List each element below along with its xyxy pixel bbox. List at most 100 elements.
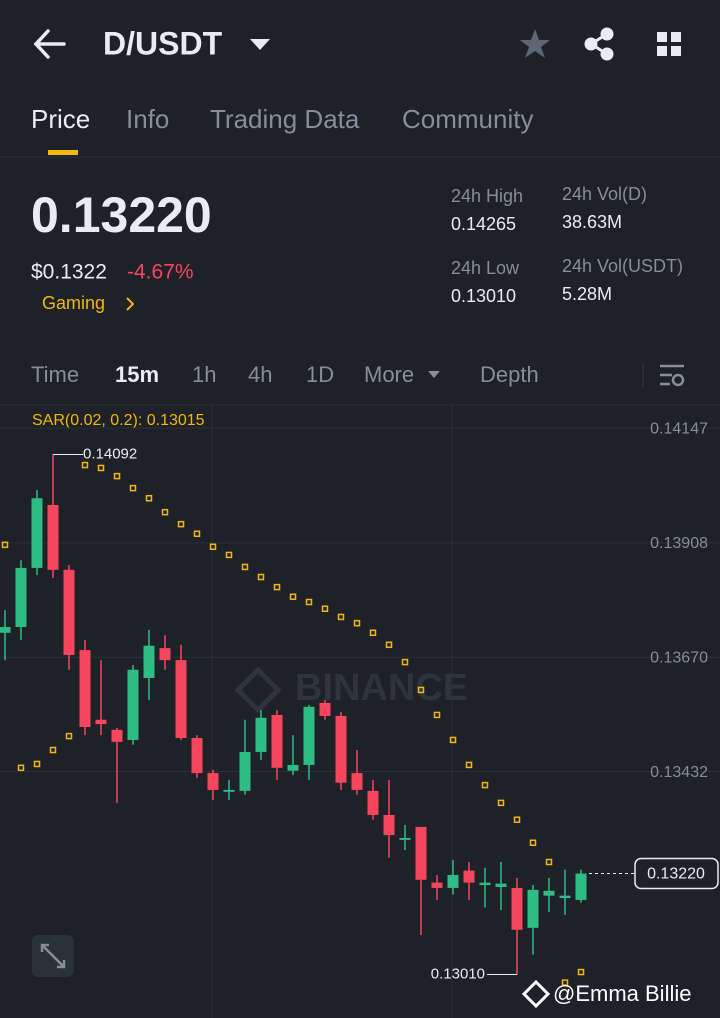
sar-dot <box>129 484 137 492</box>
stat-label: 24h High <box>451 186 523 206</box>
candle-body <box>207 773 219 790</box>
candle-body <box>223 789 235 792</box>
candle-body <box>431 882 443 888</box>
y-tick-label: 0.14147 <box>650 420 708 437</box>
annotation-label: 0.14092 <box>83 445 137 462</box>
sar-dot <box>305 598 313 606</box>
candle-body <box>95 719 107 725</box>
last-price: 0.13220 <box>31 187 212 243</box>
y-tick-label: 0.13670 <box>650 650 708 667</box>
candle-body <box>63 569 75 655</box>
tab[interactable]: Trading Data <box>210 104 360 134</box>
category-tag[interactable]: Gaming <box>42 293 105 313</box>
candle-body <box>335 715 347 783</box>
candlestick-chart: BINANCE SAR(0.02, 0.2): 0.13015 0.14147 0… <box>0 405 720 1018</box>
stat-label: 24h Vol(D) <box>562 184 647 204</box>
sar-dot <box>529 839 537 847</box>
sar-dot <box>225 551 233 559</box>
favorite-icon[interactable] <box>520 29 550 58</box>
sar-dot <box>17 764 25 772</box>
indicator-settings-icon[interactable] <box>660 364 685 387</box>
interval[interactable]: More <box>364 362 414 387</box>
menu-icon[interactable] <box>657 32 681 56</box>
tab[interactable]: Info <box>126 104 169 134</box>
candle-body <box>383 814 395 836</box>
sar-dot <box>561 979 569 986</box>
indicator-label: SAR(0.02, 0.2): 0.13015 <box>32 412 205 429</box>
sar-dot <box>401 658 409 666</box>
candle-body <box>15 567 27 628</box>
y-tick-label: 0.13432 <box>650 764 708 781</box>
user-watermark: @Emma Billie <box>553 981 691 1006</box>
annotation-label: 0.13010 <box>431 965 485 982</box>
stat-value: 0.13010 <box>451 286 516 306</box>
interval[interactable]: 15m <box>115 362 159 387</box>
sar-dot <box>65 732 73 740</box>
candle-body <box>575 873 587 900</box>
last-price-box <box>634 857 719 890</box>
sar-dot <box>113 472 121 480</box>
candle-body <box>175 660 187 739</box>
sar-dot <box>289 593 297 600</box>
stat-label: 24h Vol(USDT) <box>562 256 683 276</box>
sar-dot <box>449 736 457 744</box>
expand-button[interactable] <box>32 935 74 977</box>
sar-dot <box>177 520 185 528</box>
candle-body <box>399 837 411 840</box>
candle-body <box>287 764 299 771</box>
candle-body <box>47 504 59 570</box>
last-price-label: 0.13220 <box>647 866 705 883</box>
candle-body <box>319 702 331 716</box>
share-icon[interactable] <box>584 27 614 61</box>
candle-body <box>351 773 363 790</box>
sar-dot <box>433 711 441 719</box>
sar-dot <box>465 761 473 769</box>
usd-price: $0.1322 <box>31 261 107 284</box>
interval[interactable]: Time <box>31 362 79 387</box>
stat-label: 24h Low <box>451 258 520 278</box>
candle-body <box>527 889 539 928</box>
interval[interactable]: 1D <box>306 362 334 387</box>
candle-body <box>111 729 123 742</box>
sar-dot <box>161 508 169 516</box>
pair-dropdown[interactable] <box>250 39 270 50</box>
candle-body <box>559 895 571 899</box>
sar-dot <box>321 605 329 612</box>
back-button[interactable] <box>33 29 66 59</box>
y-tick-label: 0.13908 <box>650 535 708 552</box>
sar-dot <box>337 613 345 621</box>
sar-dot <box>273 583 281 591</box>
candle-body <box>463 870 475 883</box>
sar-dot <box>513 816 521 823</box>
pair-title[interactable]: D/USDT <box>103 25 223 61</box>
price-change: -4.67% <box>127 261 194 284</box>
interval[interactable]: 4h <box>248 362 272 387</box>
sar-dot <box>497 799 505 807</box>
sar-dot <box>145 494 153 502</box>
interval[interactable]: 1h <box>192 362 216 387</box>
sar-dot <box>417 686 425 694</box>
stat-value: 0.14265 <box>451 214 516 234</box>
candle-body <box>31 498 43 568</box>
candle-body <box>511 887 523 930</box>
watermark-logo <box>521 979 551 1009</box>
candle-body <box>447 874 459 888</box>
candle-body <box>415 826 427 880</box>
sar-dot <box>385 641 393 649</box>
tab[interactable]: Price <box>31 104 90 134</box>
sar-dot <box>49 746 57 754</box>
sar-dot <box>241 563 249 571</box>
candle-body <box>159 648 171 661</box>
tab[interactable]: Community <box>402 104 533 134</box>
watermark-logo <box>234 666 282 714</box>
stat-value: 5.28M <box>562 284 612 304</box>
interval[interactable]: Depth <box>480 362 539 387</box>
candle-body <box>479 882 491 886</box>
sar-dot <box>481 781 489 789</box>
chart-watermark: BINANCE <box>295 667 468 709</box>
sar-dot <box>577 968 585 976</box>
stat-value: 38.63M <box>562 212 622 232</box>
